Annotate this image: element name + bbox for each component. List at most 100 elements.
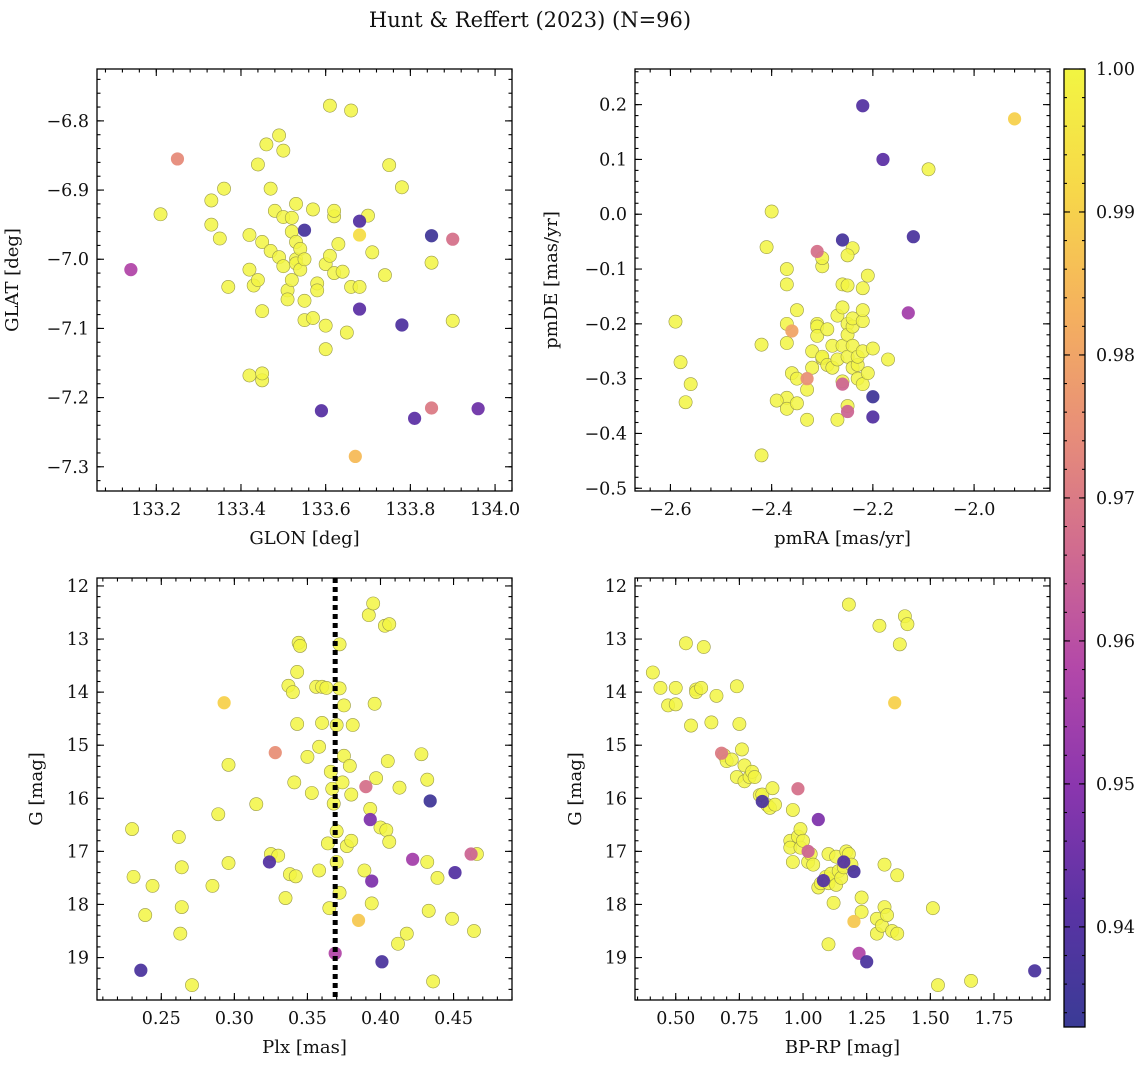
y-tick-label: −6.9 <box>47 181 90 201</box>
data-point <box>826 895 841 910</box>
x-tick-label: 0.30 <box>215 1009 254 1029</box>
data-point <box>328 946 342 960</box>
data-point <box>446 232 460 246</box>
data-point <box>399 926 414 941</box>
y-tick-label: −7.3 <box>47 458 90 478</box>
colorbar-tick-label: 0.95 <box>1096 775 1135 795</box>
colorbar-tick-label: 0.94 <box>1096 918 1135 938</box>
x-axis-label: pmRA [mas/yr] <box>774 528 911 549</box>
data-point <box>276 143 291 158</box>
axes-frame <box>96 68 513 492</box>
data-point <box>704 715 719 730</box>
data-point <box>754 448 769 463</box>
data-point <box>323 98 337 113</box>
data-point <box>314 404 329 418</box>
y-tick-label: 17 <box>67 842 89 862</box>
y-tick-label: −0.1 <box>585 260 628 280</box>
data-point <box>297 252 312 267</box>
data-point <box>811 812 825 827</box>
data-point <box>318 342 333 357</box>
data-point <box>174 860 189 875</box>
panel-plx-g: 0.25 0.30 0.35 0.40 0.45 12 13 14 15 16 17 18 19 Plx … <box>26 577 513 1058</box>
data-point <box>290 717 305 731</box>
data-point <box>125 822 139 836</box>
x-tick-label: 133.4 <box>216 500 266 520</box>
y-tick-label: −0.4 <box>585 424 628 444</box>
colorbar-tick-label: 0.98 <box>1096 346 1135 366</box>
data-point <box>170 152 185 166</box>
data-point <box>732 717 747 731</box>
y-tick-label: −0.2 <box>585 315 628 335</box>
data-point <box>145 878 160 893</box>
data-point <box>668 680 683 695</box>
data-point <box>830 412 845 427</box>
data-point <box>259 137 274 152</box>
data-point <box>420 855 435 869</box>
data-point <box>285 685 300 700</box>
data-point <box>841 597 856 612</box>
data-point <box>856 99 870 113</box>
data-point <box>847 914 861 929</box>
data-point <box>835 233 850 247</box>
data-point <box>276 259 291 274</box>
data-point <box>765 781 780 796</box>
data-point <box>810 244 824 259</box>
data-point <box>668 697 683 712</box>
data-point <box>421 903 436 918</box>
data-point <box>242 262 257 277</box>
data-point <box>679 636 693 651</box>
y-tick-label: 0.2 <box>599 96 627 116</box>
data-point <box>331 237 346 251</box>
data-point <box>694 680 709 695</box>
data-point <box>204 193 219 208</box>
data-point <box>901 306 915 320</box>
data-point <box>872 618 887 633</box>
data-point <box>153 207 168 222</box>
y-tick-label: 15 <box>605 736 627 756</box>
data-point <box>759 240 774 255</box>
data-point <box>678 395 693 410</box>
data-point <box>357 863 372 878</box>
data-point <box>255 366 270 381</box>
data-point <box>471 402 485 416</box>
data-point <box>835 300 850 315</box>
data-point <box>323 248 337 263</box>
x-tick-label: −2.6 <box>649 500 692 520</box>
data-point <box>297 223 312 237</box>
data-point <box>866 410 880 424</box>
data-point <box>785 855 800 869</box>
data-point <box>174 900 189 915</box>
data-point <box>352 228 367 242</box>
data-point <box>310 283 325 298</box>
data-point <box>255 235 270 249</box>
data-point <box>212 231 227 246</box>
data-point <box>876 152 890 167</box>
data-point <box>840 278 855 293</box>
data-point <box>852 946 866 960</box>
data-point <box>359 780 373 794</box>
data-point <box>779 336 794 350</box>
data-point <box>800 412 814 427</box>
data-point <box>344 787 359 802</box>
data-point <box>262 855 277 869</box>
x-tick-label: 0.40 <box>361 1009 400 1029</box>
x-tick-label: 0.45 <box>434 1009 473 1029</box>
data-point <box>820 322 835 337</box>
data-point <box>335 775 350 790</box>
axes-frame <box>634 577 1051 1001</box>
data-point <box>464 847 478 861</box>
data-point <box>424 401 439 415</box>
data-point <box>221 280 236 294</box>
y-axis-label: pmDE [mas/yr] <box>541 211 562 349</box>
x-tick-label: 133.6 <box>301 500 351 520</box>
y-axis-label: G [mag] <box>26 752 47 825</box>
data-point <box>810 329 825 343</box>
data-point <box>290 665 305 679</box>
y-tick-label: 19 <box>605 949 627 969</box>
data-point <box>866 390 880 404</box>
colorbar-tick-label: 0.99 <box>1096 203 1135 223</box>
data-point <box>881 352 895 367</box>
data-point <box>724 752 739 767</box>
data-point <box>892 637 907 652</box>
